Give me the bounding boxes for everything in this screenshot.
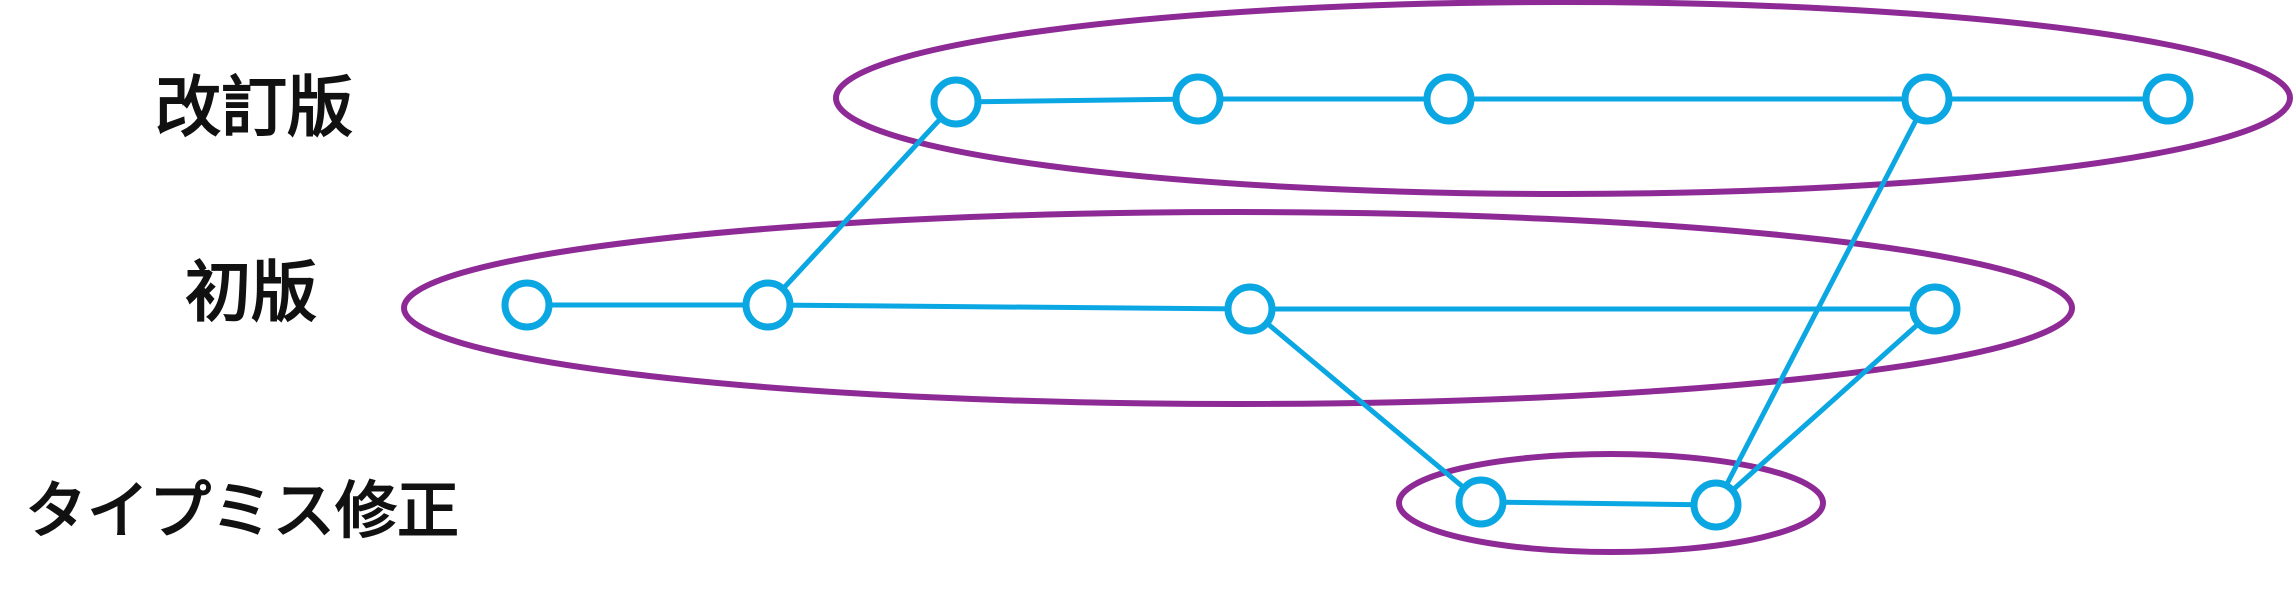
edge: [1248, 307, 1483, 504]
node-revised-5: [2142, 73, 2194, 125]
edge: [1480, 499, 1717, 508]
edge: [1713, 97, 1930, 507]
edge: [1714, 307, 1937, 507]
node-first-4: [1909, 283, 1961, 335]
node-revised-4: [1901, 73, 1953, 125]
revised-label: 改訂版: [155, 69, 353, 146]
node-first-2: [742, 279, 794, 331]
node-first-3: [1224, 283, 1276, 335]
node-revised-2: [1172, 73, 1224, 125]
edge: [955, 96, 1199, 105]
nodes: [501, 73, 2194, 531]
node-revised-1: [930, 76, 982, 128]
first-version-group-ellipse: [401, 209, 2075, 407]
first-version-label: 初版: [185, 254, 317, 331]
edges: [527, 96, 2168, 508]
typo-fix-label: タイプミス修正: [25, 474, 459, 547]
node-first-1: [501, 279, 553, 331]
edge: [766, 100, 958, 307]
node-typo-2: [1690, 479, 1742, 531]
revised-group-ellipse: [833, 0, 2293, 197]
typo-fix-group-ellipse: [1396, 451, 1826, 555]
node-typo-1: [1455, 476, 1507, 528]
edge: [767, 302, 1251, 312]
node-revised-3: [1423, 73, 1475, 125]
